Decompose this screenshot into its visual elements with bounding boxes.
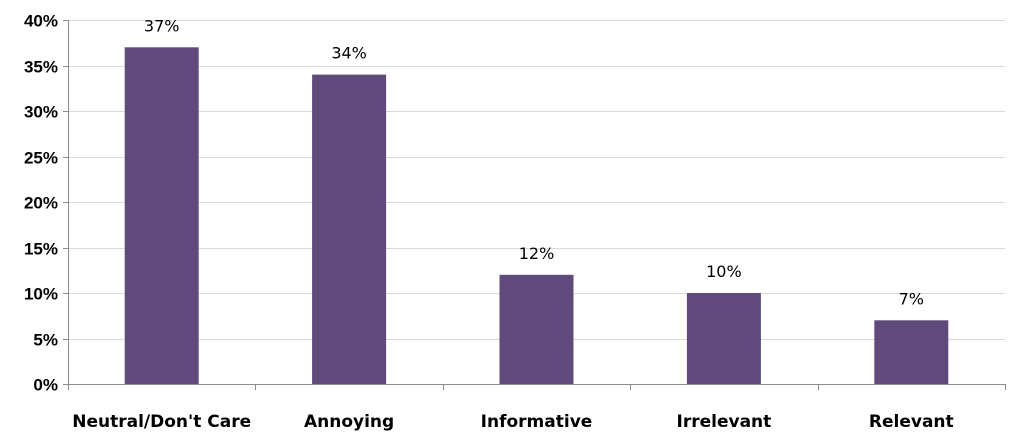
bar-3: [499, 274, 574, 384]
x-tick-label: Informative: [481, 412, 593, 432]
bar-4: [686, 293, 761, 384]
data-label: 34%: [331, 44, 367, 63]
x-tick-label: Annoying: [304, 412, 394, 432]
y-axis-tick-labels: 0% 5% 10% 15% 20% 25% 30% 35% 40%: [24, 12, 58, 395]
y-tick-label: 20%: [24, 194, 58, 213]
bar-2: [312, 74, 387, 384]
gridlines: [68, 20, 1005, 340]
y-tick-label: 0%: [33, 376, 58, 395]
axes: [63, 20, 1006, 390]
x-tick-label: Relevant: [869, 412, 954, 432]
x-tick-label: Irrelevant: [677, 412, 772, 432]
data-label: 12%: [519, 244, 555, 263]
y-tick-label: 5%: [33, 331, 58, 350]
y-tick-label: 40%: [24, 12, 58, 31]
data-label: 7%: [899, 289, 924, 308]
y-tick-label: 10%: [24, 285, 58, 304]
bar-5: [874, 320, 949, 384]
x-axis-tick-labels: Neutral/Don't Care Annoying Informative Irr…: [72, 412, 953, 432]
data-labels: 37% 34% 12% 10% 7%: [144, 16, 924, 308]
y-tick-label: 15%: [24, 240, 58, 259]
y-tick-label: 35%: [24, 58, 58, 77]
bar-1: [124, 47, 199, 385]
data-label: 10%: [706, 262, 742, 281]
y-tick-label: 30%: [24, 103, 58, 122]
data-label: 37%: [144, 16, 180, 35]
x-tick-label: Neutral/Don't Care: [72, 412, 251, 432]
y-tick-label: 25%: [24, 149, 58, 168]
bar-series: [124, 47, 949, 385]
